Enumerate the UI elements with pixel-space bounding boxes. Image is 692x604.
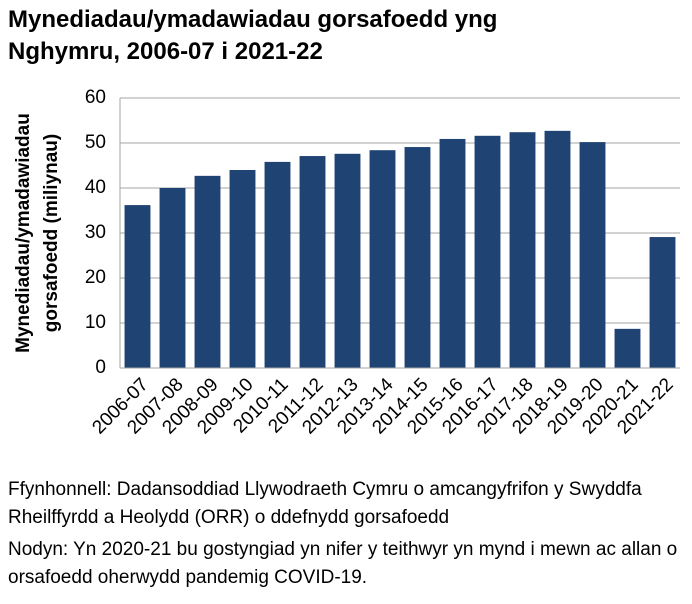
bar (299, 156, 326, 368)
bar (579, 142, 606, 368)
bar (439, 138, 466, 368)
bar (229, 170, 256, 368)
bar (194, 175, 221, 368)
bar (474, 135, 501, 368)
footnote: Nodyn: Yn 2020-21 bu gostyngiad yn nifer… (8, 539, 678, 588)
bar (369, 150, 396, 368)
y-tick-label: 40 (85, 177, 106, 198)
y-tick-label: 0 (95, 357, 106, 378)
y-tick-label: 20 (85, 267, 106, 288)
bar (264, 161, 291, 368)
y-axis-label: gorsafoedd (miliynau) (41, 134, 62, 332)
y-tick-label: 10 (85, 312, 106, 333)
source-note: Ffynhonnell: Dadansoddiad Llywodraeth Cy… (8, 479, 642, 528)
y-tick-label: 50 (85, 132, 106, 153)
bar (614, 328, 641, 368)
chart: 0 10 20 30 40 50 60 Mynediadau/ymadawiadau gorsa… (13, 87, 680, 438)
bar (544, 130, 571, 368)
chart-title: Mynediadau/ymadawiadau gorsafoedd yng Ng… (8, 6, 498, 65)
bar (124, 205, 151, 368)
bar (404, 147, 431, 368)
bar (159, 188, 186, 368)
y-axis-label: Mynediadau/ymadawiadau (13, 113, 34, 353)
bar (334, 153, 361, 368)
bar (649, 237, 676, 368)
y-tick-label: 30 (85, 222, 106, 243)
bar (509, 132, 536, 368)
y-tick-label: 60 (85, 87, 106, 108)
